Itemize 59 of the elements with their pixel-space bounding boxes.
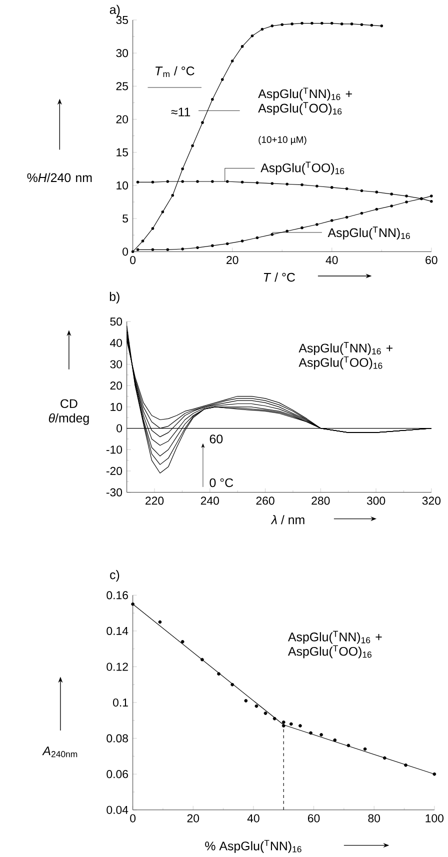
annotation: 60 (210, 434, 222, 444)
text: AspGlu($^{T}$NN)$_{16}$ + AspGlu($^{T}$OO)$_{16}$ (288, 630, 382, 658)
y-tick-label: 30 (116, 49, 128, 58)
x-tick-label: 100 (426, 814, 444, 822)
x-tick-label: 20 (226, 256, 238, 264)
chart-title: b) (110, 292, 120, 304)
x-tick-label: 0 (130, 256, 136, 264)
y-tick-label: 20 (116, 115, 128, 124)
y-tick-label: 35 (116, 16, 128, 24)
y-tick-label: -20 (106, 466, 122, 476)
y-tick-label: 0.1 (112, 698, 128, 707)
x-tick-label: 280 (312, 496, 330, 505)
x-tick-label: 320 (422, 496, 440, 505)
text: AspGlu($^{T}$NN)$_{16}$ + AspGlu($^{T}$OO)$_{16}$ (258, 88, 352, 116)
x-axis-title: T / °C (264, 272, 295, 282)
y-tick-label: -10 (106, 446, 122, 454)
x-tick-label: 20 (187, 814, 199, 822)
legend-label: AspGlu($^{T}$OO)$_{16}$ (260, 162, 344, 175)
y-tick-label: 0.06 (106, 770, 128, 778)
annotation: (10+10 µM) (258, 136, 306, 145)
y-tick-label: 25 (116, 82, 128, 90)
y-tick-label: 0.04 (106, 806, 128, 814)
y-tick-label: 30 (110, 360, 122, 368)
y-tick-label: 0 (116, 424, 122, 432)
y-tick-label: 20 (110, 382, 122, 390)
y-tick-label: 0.12 (106, 662, 128, 671)
x-tick-label: 300 (366, 496, 385, 505)
x-tick-label: 60 (425, 256, 438, 264)
y-tick-label: 10 (110, 402, 122, 411)
x-tick-label: 240 (200, 496, 219, 505)
annotation: ≈11 (171, 108, 190, 116)
y-axis-title: %H/240 nm (27, 172, 92, 182)
x-tick-label: 80 (368, 814, 380, 822)
x-tick-label: 40 (326, 256, 338, 264)
y-tick-label: 15 (116, 148, 128, 156)
x-tick-label: 0 (130, 814, 136, 822)
y-tick-label: 0.14 (106, 626, 128, 636)
chart-title: a) (110, 4, 120, 16)
y-axis-title: A$_{240nm}$ (42, 746, 77, 758)
y-tick-label: 5 (122, 214, 128, 223)
annotation: T$_{m}$ / °C (155, 66, 194, 78)
annotation: 0 °C (210, 478, 233, 488)
y-axis-title: CD θ/mdeg (48, 399, 89, 425)
y-tick-label: -30 (106, 488, 122, 496)
x-tick-label: 60 (308, 814, 320, 822)
y-tick-label: 0 (122, 248, 128, 256)
chart-title: c) (110, 570, 119, 582)
x-tick-label: 260 (256, 496, 274, 505)
y-tick-label: 0.08 (106, 734, 128, 742)
y-tick-label: 50 (110, 318, 122, 326)
y-tick-label: 40 (110, 338, 122, 347)
y-tick-label: 10 (116, 181, 128, 190)
legend-label: AspGlu($^{T}$NN)$_{16}$ (328, 226, 410, 240)
y-tick-label: 0.16 (106, 591, 128, 600)
x-tick-label: 220 (145, 496, 164, 505)
x-tick-label: 40 (247, 814, 260, 822)
x-axis-title: λ / nm (270, 515, 304, 524)
x-axis-title: % AspGlu($^{T}$NN)$_{16}$ (204, 840, 302, 853)
text: AspGlu($^{T}$NN)$_{16}$ + AspGlu($^{T}$OO)$_{16}$ (298, 342, 392, 370)
